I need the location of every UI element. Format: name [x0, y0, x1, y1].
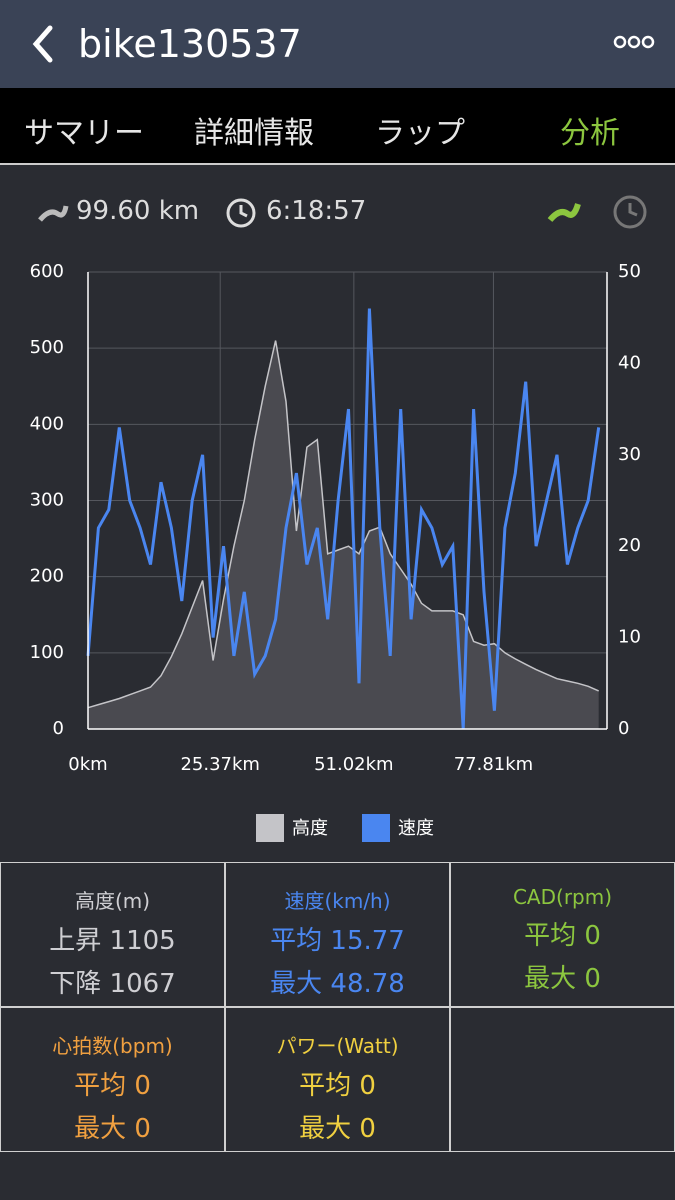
y2-tick-label: 20: [618, 535, 641, 556]
distance-icon: [38, 205, 69, 222]
stat-cell: [450, 1007, 675, 1152]
stat-cell: パワー(Watt) 平均 0 最大 0: [225, 1007, 450, 1152]
y-tick-label: 100: [30, 642, 64, 663]
y2-tick-label: 30: [618, 444, 641, 465]
x-tick-label: 0km: [68, 754, 107, 775]
stat-value: 平均 15.77: [270, 926, 405, 956]
stat-value: 最大 0: [299, 1114, 376, 1144]
chart: 0 100 200 300 400 500 600 0 10 20 30 40 50 0km 25.37km…: [30, 261, 641, 842]
stat-cell: 高度(m) 上昇 1105 下降 1067: [0, 862, 225, 1007]
tab-bar: サマリー 詳細情報 ラップ 分析: [0, 88, 675, 165]
y-tick-label: 500: [30, 337, 64, 358]
back-button[interactable]: [26, 16, 66, 76]
stats-table: 高度(m) 上昇 1105 下降 1067 速度(km/h) 平均 15.77 最大 48…: [0, 862, 675, 1152]
line: [87, 340, 600, 709]
legend-swatch: [256, 814, 284, 842]
stat-value: 下降 1067: [49, 969, 176, 999]
area: [88, 340, 599, 729]
stat-value: 平均 0: [524, 921, 601, 951]
y2-tick-label: 50: [618, 261, 641, 282]
summary: 99.60 km 6:18:57: [0, 192, 675, 232]
x-tick-label: 25.37km: [180, 754, 260, 775]
line: [86, 308, 601, 730]
time-icon: [226, 198, 256, 228]
x-tick-label: 77.81km: [454, 754, 534, 775]
stat-title: 高度(m): [74, 889, 151, 913]
legend-label: 高度: [292, 818, 328, 839]
tab[interactable]: 分析: [560, 116, 620, 151]
legend-swatch: [362, 814, 390, 842]
stat-cell: CAD(rpm) 平均 0 最大 0: [450, 862, 675, 1007]
header: bike130537: [0, 0, 675, 88]
title: bike130537: [78, 22, 302, 66]
y2-tick-label: 10: [618, 627, 641, 648]
y-tick-label: 400: [30, 413, 64, 434]
y2-tick-label: 0: [618, 718, 629, 739]
stat-cell: 速度(km/h) 平均 15.77 最大 48.78: [225, 862, 450, 1007]
stat-title: パワー(Watt): [276, 1034, 399, 1058]
x-tick-label: 51.02km: [314, 754, 394, 775]
stat-value: 最大 0: [524, 964, 601, 994]
y-tick-label: 200: [30, 566, 64, 587]
stat-value: 平均 0: [74, 1071, 151, 1101]
stat-value: 上昇 1105: [49, 926, 176, 956]
y-tick-label: 600: [30, 261, 64, 282]
stat-title: 心拍数(bpm): [52, 1034, 173, 1058]
stat-title: 速度(km/h): [284, 889, 391, 913]
y-tick-label: 300: [30, 490, 64, 511]
time-mode-button[interactable]: [612, 194, 650, 232]
tab[interactable]: サマリー: [24, 116, 144, 151]
y2-tick-label: 40: [618, 352, 641, 373]
more-button[interactable]: [610, 32, 660, 52]
distance-mode-button[interactable]: [546, 198, 586, 228]
y-tick-label: 0: [53, 718, 64, 739]
stat-value: 最大 48.78: [270, 969, 405, 999]
time: 6:18:57: [266, 196, 367, 226]
stat-title: CAD(rpm): [512, 885, 613, 909]
tab[interactable]: 詳細情報: [194, 116, 314, 151]
stat-value: 平均 0: [299, 1071, 376, 1101]
tab[interactable]: ラップ: [375, 116, 465, 151]
legend-label: 速度: [398, 818, 434, 839]
stat-cell: 心拍数(bpm) 平均 0 最大 0: [0, 1007, 225, 1152]
distance: 99.60 km: [76, 196, 200, 226]
stat-value: 最大 0: [74, 1114, 151, 1144]
